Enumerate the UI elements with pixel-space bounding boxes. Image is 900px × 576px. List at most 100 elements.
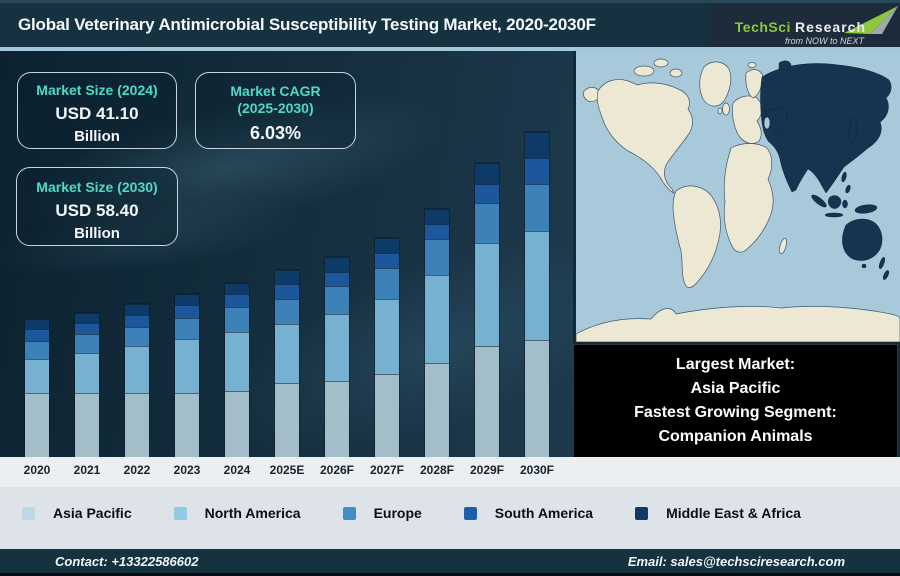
contact-phone: Contact: +13322586602 <box>55 554 199 569</box>
logo-arrow-icon <box>844 6 898 34</box>
box-unit: Billion <box>74 128 120 145</box>
bar-2022 <box>124 303 150 458</box>
bar-segment-south-america <box>425 224 449 239</box>
bar-2020 <box>24 318 50 458</box>
x-axis-label-2029F: 2029F <box>469 463 505 477</box>
bar-segment-europe <box>75 334 99 353</box>
page-title: Global Veterinary Antimicrobial Suscepti… <box>18 15 596 34</box>
bar-segment-north-america <box>375 299 399 374</box>
bar-segment-europe <box>375 268 399 299</box>
chart-legend: Asia Pacific North America Europe South Ame… <box>0 487 900 549</box>
bar-segment-asia-pacific <box>275 383 299 457</box>
bar-segment-south-america <box>225 294 249 307</box>
bar-2029F <box>474 162 500 458</box>
box-value: USD 41.10 <box>55 104 139 123</box>
bar-segment-north-america <box>75 353 99 393</box>
legend-label: Middle East & Africa <box>666 505 801 521</box>
bar-segment-middle-east-africa <box>25 319 49 329</box>
bar-segment-north-america <box>475 243 499 346</box>
years-strip: 2020 2021 2022 2023 2024 2025E 2026F 2027F 2028F… <box>0 457 900 487</box>
header: Global Veterinary Antimicrobial Suscepti… <box>0 0 900 50</box>
map-landmasses <box>576 58 900 342</box>
bar-segment-europe <box>175 318 199 339</box>
bar-segment-middle-east-africa <box>275 270 299 284</box>
logo-brand2: Research <box>794 19 866 35</box>
market-size-2024-box: Market Size (2024) USD 41.10 Billion <box>17 72 177 149</box>
bar-segment-europe <box>475 203 499 243</box>
bar-segment-south-america <box>375 253 399 268</box>
techsci-logo: TechSci Research from NOW to NEXT <box>710 3 900 50</box>
x-axis-label-2022: 2022 <box>123 463 151 477</box>
box-title: Market Size (2024) <box>36 82 158 98</box>
bar-segment-asia-pacific <box>425 363 449 457</box>
box-title: Market Size (2030) <box>36 179 158 195</box>
bar-2023 <box>174 293 200 458</box>
header-divider-line <box>0 47 900 51</box>
x-axis-label-2023: 2023 <box>173 463 201 477</box>
bar-segment-north-america <box>325 314 349 381</box>
legend-swatch-icon <box>22 506 35 520</box>
legend-label: South America <box>494 505 594 521</box>
box-unit: Billion <box>74 225 120 242</box>
bar-segment-south-america <box>325 272 349 286</box>
bar-segment-south-america <box>275 284 299 299</box>
bar-2021 <box>74 312 100 458</box>
bar-segment-north-america <box>275 324 299 383</box>
box-value: USD 58.40 <box>55 201 139 220</box>
bar-segment-middle-east-africa <box>125 304 149 315</box>
bar-segment-europe <box>425 239 449 275</box>
bar-segment-europe <box>525 184 549 231</box>
legend-item-asia-pacific: Asia Pacific <box>22 505 132 521</box>
bar-segment-north-america <box>125 346 149 393</box>
bar-segment-south-america <box>175 305 199 318</box>
bar-segment-middle-east-africa <box>75 313 99 323</box>
bar-2026F <box>324 256 350 458</box>
x-axis-label-2025E: 2025E <box>269 463 305 477</box>
legend-swatch-icon <box>463 506 477 520</box>
contact-email: Email: sales@techsciresearch.com <box>627 554 845 569</box>
map-caspian-sea <box>763 116 771 130</box>
callout-line: Companion Animals <box>658 428 813 445</box>
bar-segment-asia-pacific <box>375 374 399 457</box>
bar-segment-asia-pacific <box>25 393 49 457</box>
world-map <box>573 51 900 342</box>
bar-2027F <box>374 237 400 458</box>
legend-item-middle-east-africa: Middle East & Africa <box>635 505 801 521</box>
bar-segment-north-america <box>175 339 199 393</box>
bar-segment-asia-pacific <box>325 381 349 457</box>
x-axis-label-2024: 2024 <box>223 463 251 477</box>
bar-2025E <box>274 269 300 458</box>
logo-brand: TechSci <box>734 19 791 35</box>
map-asia-pacific-highlight <box>760 60 892 280</box>
logo-wordmark: TechSci Research <box>735 19 866 35</box>
bar-segment-europe <box>25 341 49 359</box>
callout-line: Largest Market: <box>675 356 796 373</box>
bar-2030F <box>524 131 550 458</box>
bar-segment-north-america <box>425 275 449 363</box>
footer: Contact: +13322586602 Email: sales@techs… <box>0 549 900 576</box>
callout-line: Asia Pacific <box>690 380 781 397</box>
box-subtitle: (2025-2030) <box>237 100 314 116</box>
legend-swatch-icon <box>342 506 356 520</box>
bar-segment-asia-pacific <box>125 393 149 457</box>
bar-segment-europe <box>225 307 249 332</box>
bar-2024 <box>224 282 250 458</box>
bar-segment-south-america <box>75 323 99 334</box>
bar-segment-middle-east-africa <box>425 209 449 224</box>
market-size-2030-box: Market Size (2030) USD 58.40 Billion <box>16 167 178 246</box>
bar-segment-asia-pacific <box>175 393 199 457</box>
bar-segment-middle-east-africa <box>325 257 349 272</box>
legend-label: North America <box>204 505 301 521</box>
legend-swatch-icon <box>635 506 649 520</box>
bar-segment-north-america <box>525 231 549 340</box>
bar-segment-south-america <box>475 184 499 203</box>
market-cagr-box: Market CAGR (2025-2030) 6.03% <box>195 72 356 149</box>
box-value: 6.03% <box>249 123 302 143</box>
bars-layer <box>0 51 573 458</box>
bar-segment-middle-east-africa <box>225 283 249 294</box>
x-axis-label-2021: 2021 <box>73 463 101 477</box>
legend-item-south-america: South America <box>463 505 594 521</box>
x-axis-label-2020: 2020 <box>23 463 51 477</box>
x-axis-label-2028F: 2028F <box>419 463 455 477</box>
